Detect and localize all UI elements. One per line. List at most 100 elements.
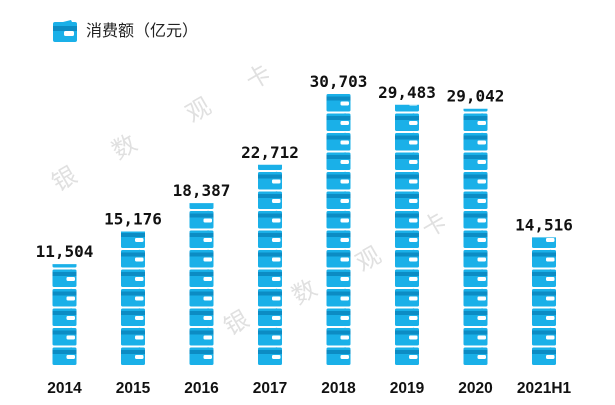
value-label: 30,703 [310,72,368,91]
wallet-icon [463,210,488,229]
wallet-icon [326,94,351,112]
wallet-icon [463,269,488,287]
wallet-icon [463,347,488,365]
wallet-icon [258,288,282,307]
wallet-icon [121,347,145,365]
wallet-icon [532,308,556,326]
wallet-icon [189,327,214,346]
wallet-icon [326,191,351,209]
wallet-icon [395,308,419,326]
bar [463,108,488,365]
wallet-icon [463,249,488,268]
wallet-icon [395,152,419,170]
wallet-icon [258,230,282,248]
wallet-icon [258,249,282,268]
wallet-icon [532,288,556,307]
wallet-icon [326,113,351,131]
value-label: 15,176 [104,210,162,229]
wallet-icon [121,231,145,248]
category-label: 2019 [390,380,425,397]
wallet-icon [463,191,488,209]
watermark-char: 数 [287,274,322,310]
category-label: 2014 [47,380,82,397]
wallet-icon [463,230,488,248]
bar-stack [532,237,556,365]
watermark-char: 银 [219,305,254,341]
wallet-icon [395,210,419,229]
watermark-char: 数 [107,129,142,165]
wallet-icon [258,191,282,209]
value-label: 29,042 [447,87,505,106]
wallet-icon [463,308,488,326]
bar-stack [121,231,145,365]
wallet-icon [258,269,282,287]
bar-stack [189,203,214,365]
wallet-icon [532,249,556,268]
bar-stack [52,264,77,365]
wallet-icon [326,249,351,268]
category-label: 2018 [321,380,356,397]
wallet-icon [326,347,351,365]
wallet-icon [121,249,145,268]
wallet-icon [395,269,419,287]
wallet-icon [463,327,488,346]
wallet-icon [52,347,77,365]
wallet-icon [189,210,214,229]
wallet-icon [189,288,214,307]
watermark-char: 银 [47,161,82,197]
wallet-icon [326,152,351,170]
wallet-icon [189,249,214,268]
legend: 消费额（亿元） [52,18,198,44]
wallet-icon [463,108,488,112]
value-label: 22,712 [241,143,299,162]
category-label: 2017 [253,380,287,397]
wallet-icon [326,269,351,287]
wallet-icon [463,171,488,190]
wallet-icon [326,230,351,248]
wallet-icon [532,327,556,346]
wallet-icon [395,171,419,190]
value-label: 14,516 [515,215,573,234]
wallet-icon [326,210,351,229]
wallet-icon [326,327,351,346]
wallet-icon [463,288,488,307]
wallet-icon [532,237,556,248]
wallet-icon [326,171,351,190]
watermark-char: 观 [351,241,386,277]
wallet-icon [52,269,77,287]
wallet-icon [258,171,282,190]
wallet-icon [395,249,419,268]
wallet-icon [189,347,214,365]
bar [258,164,282,365]
wallet-icon [121,327,145,346]
value-label: 29,483 [378,83,436,102]
category-label: 2020 [458,380,492,397]
wallet-icon [326,308,351,326]
bar [326,94,351,365]
wallet-icon [52,327,77,346]
wallet-icon [326,288,351,307]
legend-label: 消费额（亿元） [86,21,199,40]
wallet-icon [395,288,419,307]
bar [532,237,556,365]
wallet-icon [463,113,488,131]
watermark-char: 卡 [241,59,276,95]
bar [189,203,214,365]
watermark-char: 卡 [417,207,452,243]
bar [52,264,77,365]
wallet-icon [395,104,419,112]
bar [395,104,419,365]
bar-stack [395,104,419,365]
category-label: 2016 [184,380,219,397]
wallet-icon [395,327,419,346]
wallet-icon [532,347,556,365]
wallet-icon [463,132,488,151]
wallet-icon [395,347,419,365]
bar-stack [258,164,282,365]
wallet-icon [189,230,214,248]
wallet-icon [258,347,282,365]
wallet-icon [258,210,282,229]
wallet-icon [189,308,214,326]
wallet-icon [189,203,214,209]
